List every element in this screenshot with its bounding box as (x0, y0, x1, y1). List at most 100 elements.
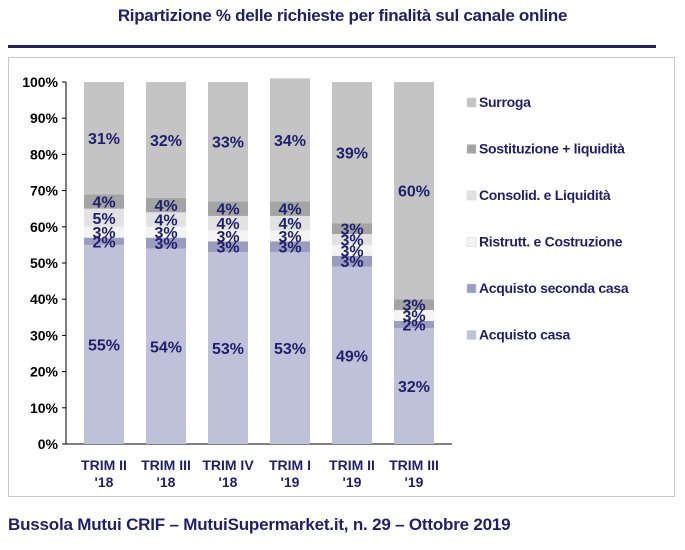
legend-label: Consolid. e Liquidità (479, 187, 611, 203)
legend-swatch (466, 97, 477, 108)
x-tick-label: '18 (157, 474, 176, 490)
y-tick-label: 40% (30, 291, 59, 307)
legend-swatch (466, 190, 477, 201)
data-label: 33% (212, 135, 244, 152)
bar-segment (84, 244, 124, 444)
data-label: 32% (398, 379, 430, 396)
bar-segment (208, 82, 248, 202)
x-tick-label: TRIM I (269, 457, 311, 473)
x-tick-label: '18 (219, 474, 238, 490)
legend-swatch (466, 237, 477, 247)
y-tick-label: 90% (30, 110, 59, 126)
bar-segment (332, 255, 372, 267)
legend-label: Acquisto casa (479, 327, 571, 343)
bar-segment (84, 208, 124, 227)
bar-segment (394, 328, 434, 444)
bar-segment (394, 82, 434, 300)
y-tick-label: 80% (30, 146, 59, 162)
data-label: 3% (340, 222, 363, 239)
data-label: 3% (402, 298, 425, 315)
title-divider (8, 45, 656, 48)
data-label: 55% (88, 337, 120, 354)
data-label: 4% (154, 198, 177, 215)
bar-segment (332, 234, 372, 245)
x-tick-label: TRIM III (141, 457, 191, 473)
data-label: 32% (150, 133, 182, 150)
data-label: 3% (92, 225, 115, 242)
chart-title: Ripartizione % delle richieste per final… (117, 6, 568, 25)
data-label: 3% (340, 254, 363, 271)
data-label: 54% (150, 339, 182, 356)
legend-swatch (466, 144, 477, 154)
legend-label: Sostituzione + liquidità (479, 141, 625, 157)
legend-swatch (466, 330, 477, 340)
bar-segment (84, 226, 124, 238)
bar-segment (270, 241, 310, 253)
legend-label: Ristrutt. e Costruzione (479, 234, 623, 250)
data-label: 2% (92, 234, 115, 251)
bar-segment (146, 82, 186, 198)
x-tick-label: '19 (405, 474, 424, 490)
data-label: 3% (340, 243, 363, 260)
data-label: 3% (402, 308, 425, 325)
bar-segment (146, 212, 186, 227)
data-label: 3% (278, 229, 301, 246)
bar-segment (146, 237, 186, 249)
x-tick-label: TRIM II (329, 457, 375, 473)
data-label: 4% (216, 216, 239, 233)
y-tick-label: 50% (30, 255, 59, 271)
bar-segment (146, 197, 186, 213)
bar-segment (270, 215, 310, 231)
bar-segment (270, 201, 310, 216)
bar-segment (146, 248, 186, 444)
data-label: 31% (88, 131, 120, 148)
data-label: 3% (278, 240, 301, 257)
y-tick-label: 60% (30, 219, 59, 235)
bar-segment (394, 299, 434, 311)
bar-segment (208, 241, 248, 253)
x-tick-label: '19 (343, 474, 362, 490)
bar-segment (270, 78, 310, 202)
data-label: 4% (154, 213, 177, 230)
bar-segment (84, 82, 124, 195)
bar-segment (208, 215, 248, 231)
bar-segment (208, 230, 248, 242)
x-tick-label: TRIM II (81, 457, 127, 473)
bar-segment (146, 226, 186, 238)
data-label: 4% (216, 202, 239, 219)
bar-segment (332, 244, 372, 256)
data-label: 53% (274, 341, 306, 358)
data-label: 5% (92, 211, 115, 228)
y-tick-label: 20% (30, 364, 59, 380)
data-label: 3% (154, 236, 177, 253)
legend-label: Acquisto seconda casa (479, 280, 629, 296)
bar-segment (208, 252, 248, 444)
data-label: 3% (216, 229, 239, 246)
data-label: 3% (216, 240, 239, 257)
data-label: 2% (402, 318, 425, 335)
data-label: 3% (340, 232, 363, 249)
bar-segment (208, 201, 248, 216)
bar-segment (332, 82, 372, 224)
bar-segment (84, 237, 124, 245)
y-tick-label: 30% (30, 327, 59, 343)
data-label: 53% (212, 341, 244, 358)
data-label: 4% (92, 194, 115, 211)
bar-segment (84, 194, 124, 209)
data-label: 3% (154, 225, 177, 242)
bar-segment (394, 320, 434, 329)
data-label: 4% (278, 202, 301, 219)
legend-swatch (466, 283, 477, 294)
x-tick-label: TRIM III (389, 457, 439, 473)
legend-label: Surroga (479, 94, 531, 110)
y-tick-label: 10% (30, 400, 59, 416)
bar-segment (270, 230, 310, 242)
y-tick-label: 70% (30, 183, 59, 199)
bar-segment (270, 252, 310, 444)
bar-segment (332, 266, 372, 444)
x-tick-label: '18 (95, 474, 114, 490)
data-label: 39% (336, 146, 368, 163)
data-label: 4% (278, 216, 301, 233)
y-tick-label: 100% (22, 74, 58, 90)
